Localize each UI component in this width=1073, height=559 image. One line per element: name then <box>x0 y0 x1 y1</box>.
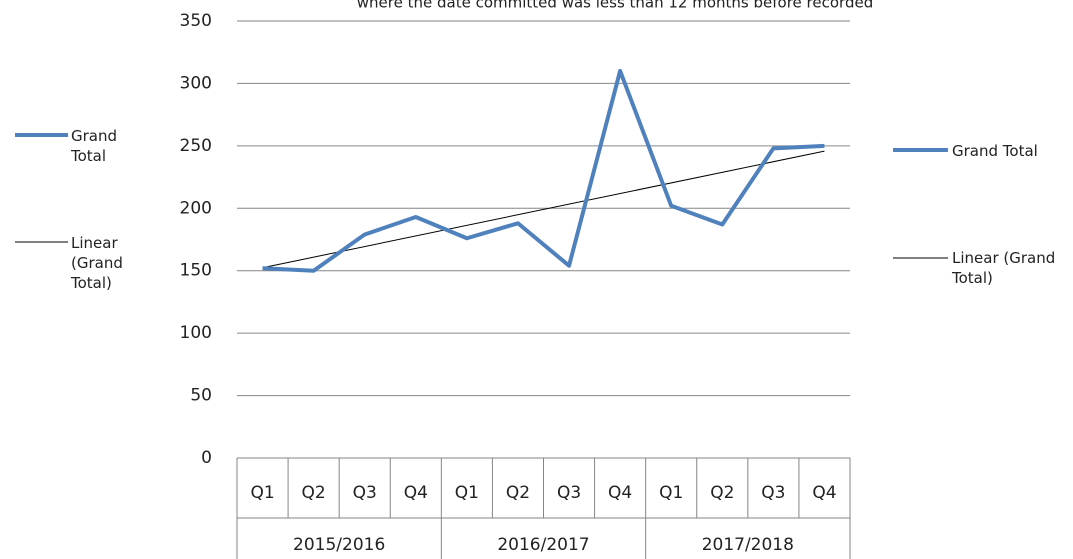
x-tick-label: Q4 <box>404 483 428 503</box>
legend-label: Linear (Grand Total) <box>952 249 1056 287</box>
x-group-label: 2015/2016 <box>293 535 385 555</box>
y-tick-label: 50 <box>190 386 212 406</box>
x-tick-label: Q2 <box>302 483 326 503</box>
x-tick-label: Q3 <box>761 483 785 503</box>
x-group-label: 2017/2018 <box>702 535 794 555</box>
x-tick-label: Q1 <box>250 483 274 503</box>
y-tick-label: 150 <box>180 261 212 281</box>
x-tick-label: Q2 <box>506 483 530 503</box>
x-tick-label: Q4 <box>608 483 632 503</box>
y-tick-label: 100 <box>180 323 212 343</box>
data-line <box>262 68 825 273</box>
x-tick-label: Q4 <box>812 483 836 503</box>
trendline <box>262 150 825 269</box>
y-tick-label: 300 <box>180 73 212 93</box>
y-tick-label: 350 <box>180 11 212 31</box>
x-tick-label: Q1 <box>455 483 479 503</box>
x-tick-label: Q3 <box>557 483 581 503</box>
legend-label: Grand Total <box>952 142 1038 160</box>
x-tick-label: Q1 <box>659 483 683 503</box>
x-tick-label: Q2 <box>710 483 734 503</box>
chart-title: where the date committed was less than 1… <box>357 0 873 12</box>
x-tick-label: Q3 <box>353 483 377 503</box>
y-tick-label: 200 <box>180 198 212 218</box>
x-group-label: 2016/2017 <box>497 535 589 555</box>
y-tick-label: 250 <box>180 136 212 156</box>
legend-label: Grand Total <box>71 127 118 165</box>
legend-label: Linear (Grand Total) <box>71 234 123 292</box>
y-tick-label: 0 <box>201 448 212 468</box>
